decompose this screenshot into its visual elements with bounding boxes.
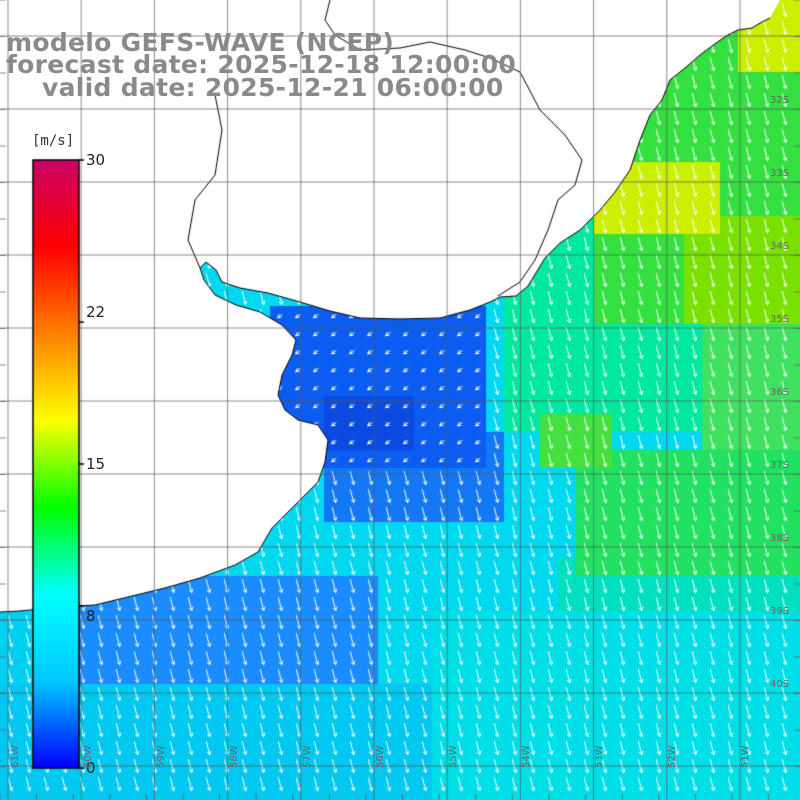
colorbar-tick-15: 15 xyxy=(86,455,106,473)
colorbar-tick-30: 30 xyxy=(86,151,106,169)
lat-label: 36S xyxy=(770,387,790,398)
forecast-date: forecast date: 2025-12-18 12:00:00 xyxy=(6,50,517,79)
lon-label: 52W xyxy=(667,745,678,768)
colorbar-tick-8: 8 xyxy=(86,607,96,625)
lat-label: 37S xyxy=(770,460,790,471)
lon-label: 55W xyxy=(448,745,459,768)
lat-label: 33S xyxy=(770,168,790,179)
lon-label: 54W xyxy=(521,745,532,768)
lon-label: 58W xyxy=(229,745,240,768)
lat-label: 39S xyxy=(770,606,790,617)
colorbar-unit: [m/s] xyxy=(32,133,75,149)
model-title: modelo GEFS-WAVE (NCEP) xyxy=(6,28,395,57)
lon-label: 53W xyxy=(594,745,605,768)
colorbar-tick-22: 22 xyxy=(86,303,106,321)
lat-label: 35S xyxy=(770,314,790,325)
lon-label: 59W xyxy=(156,745,167,768)
valid-date: valid date: 2025-12-21 06:00:00 xyxy=(42,73,504,102)
lon-label: 61W xyxy=(10,745,21,768)
lon-label: 51W xyxy=(740,745,751,768)
lon-label: 57W xyxy=(302,745,313,768)
lat-label: 32S xyxy=(770,95,790,106)
lon-label: 56W xyxy=(375,745,386,768)
colorbar-tick-0: 0 xyxy=(86,759,96,777)
lat-label: 38S xyxy=(770,533,790,544)
lon-label: 60W xyxy=(83,745,94,768)
lat-label: 40S xyxy=(770,679,790,690)
lat-label: 34S xyxy=(770,241,790,252)
